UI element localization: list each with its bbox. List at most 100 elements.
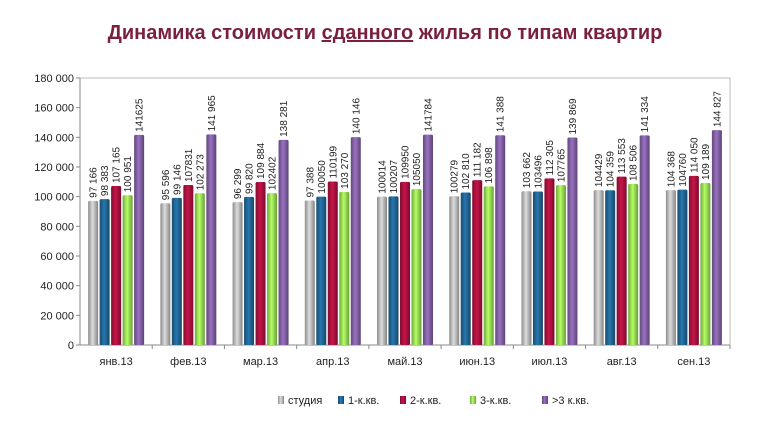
x-tick-label: мар.13: [243, 356, 278, 368]
bar: [665, 190, 676, 345]
bar: [122, 195, 133, 345]
y-tick-label: 80 000: [40, 221, 74, 233]
data-label: 109 884: [256, 142, 267, 179]
x-tick-label: июл.13: [532, 356, 568, 368]
bar: [377, 196, 387, 345]
bar: [688, 175, 699, 345]
data-label: 141784: [424, 98, 435, 132]
data-label: 102 810: [461, 153, 472, 190]
data-label: 104 368: [666, 151, 677, 188]
bar: [316, 196, 327, 345]
bar: [350, 137, 361, 345]
legend-label: 3-к.кв.: [480, 395, 511, 407]
data-label: 96 299: [233, 168, 244, 199]
data-label: 113 553: [617, 138, 628, 174]
data-label: 103 270: [340, 152, 351, 189]
bar: [639, 135, 650, 345]
data-label: 138 281: [279, 100, 290, 137]
legend-label: 2-к.кв.: [410, 395, 441, 407]
legend-swatch: [278, 396, 284, 404]
legend-swatch: [470, 396, 476, 404]
bar: [194, 193, 205, 345]
data-label: 107765: [556, 148, 567, 182]
data-label: 104429: [594, 153, 605, 187]
bar: [483, 186, 494, 345]
bar: [555, 185, 566, 345]
bar: [544, 178, 555, 345]
bar: [605, 190, 616, 345]
bar: [88, 200, 99, 345]
data-label: 114 050: [689, 137, 700, 173]
data-label: 98 383: [100, 165, 111, 196]
bar: [616, 176, 627, 345]
bar: [532, 191, 543, 345]
bar: [278, 139, 289, 345]
y-tick-label: 120 000: [34, 162, 74, 174]
data-label: 141 334: [640, 96, 651, 133]
data-label: 139 869: [568, 98, 579, 135]
bar: [400, 181, 410, 345]
data-label: 106 898: [484, 147, 495, 184]
bar: [495, 135, 506, 345]
data-label: 99 146: [172, 164, 183, 195]
bar: [304, 200, 315, 345]
legend-swatch: [400, 396, 406, 404]
bar: [99, 199, 110, 345]
data-label: 103496: [533, 155, 544, 189]
bar: [677, 189, 688, 345]
bar: [111, 186, 122, 345]
legend-swatch: [542, 396, 548, 404]
data-label: 97 166: [89, 167, 100, 198]
data-label: 100014: [378, 160, 389, 194]
bar: [160, 203, 171, 345]
data-label: 102402: [268, 156, 279, 190]
data-label: 97 388: [305, 167, 316, 198]
bar: [593, 190, 604, 345]
data-label: 104760: [678, 153, 689, 187]
data-label: 141625: [135, 98, 146, 132]
data-label: 141 965: [207, 95, 218, 132]
data-label: 144 827: [712, 91, 723, 128]
y-tick-label: 180 000: [34, 73, 74, 85]
bar: [171, 197, 182, 345]
y-tick-label: 100 000: [34, 192, 74, 204]
bar: [388, 196, 399, 345]
data-label: 107831: [184, 148, 195, 182]
y-tick-label: 60 000: [40, 251, 74, 263]
bar: [255, 182, 266, 345]
legend-label: >3 к.кв.: [552, 395, 589, 407]
bar: [339, 191, 350, 345]
bar: [423, 134, 433, 345]
chart-title: Динамика стоимости сданного жилья по тип…: [107, 22, 663, 44]
bar: [206, 134, 217, 345]
bar: [628, 184, 639, 345]
x-tick-label: сен.13: [677, 356, 710, 368]
data-label: 111 182: [473, 142, 484, 177]
data-label: 105050: [412, 152, 423, 186]
bar: [460, 192, 471, 345]
legend-label: студия: [288, 395, 322, 407]
bar: [183, 185, 194, 345]
data-label: 112 305: [545, 140, 556, 176]
bar: [711, 130, 722, 345]
bar: [472, 180, 483, 345]
y-tick-label: 40 000: [40, 281, 74, 293]
data-label: 108 506: [629, 144, 640, 181]
y-tick-label: 140 000: [34, 132, 74, 144]
data-label: 104 359: [606, 151, 617, 188]
x-tick-label: фев.13: [170, 356, 206, 368]
x-tick-label: май.13: [387, 356, 422, 368]
data-label: 109 189: [701, 143, 712, 180]
data-label: 100 951: [123, 156, 134, 193]
y-tick-label: 0: [68, 340, 74, 352]
y-tick-label: 20 000: [40, 310, 74, 322]
x-tick-label: апр.13: [316, 356, 349, 368]
bar: [411, 189, 422, 345]
bar: [700, 183, 711, 345]
data-label: 140 146: [351, 98, 362, 135]
data-label: 141 388: [496, 96, 507, 133]
data-label: 100279: [450, 159, 461, 193]
bar: [327, 181, 338, 345]
data-label: 109950: [401, 145, 412, 179]
